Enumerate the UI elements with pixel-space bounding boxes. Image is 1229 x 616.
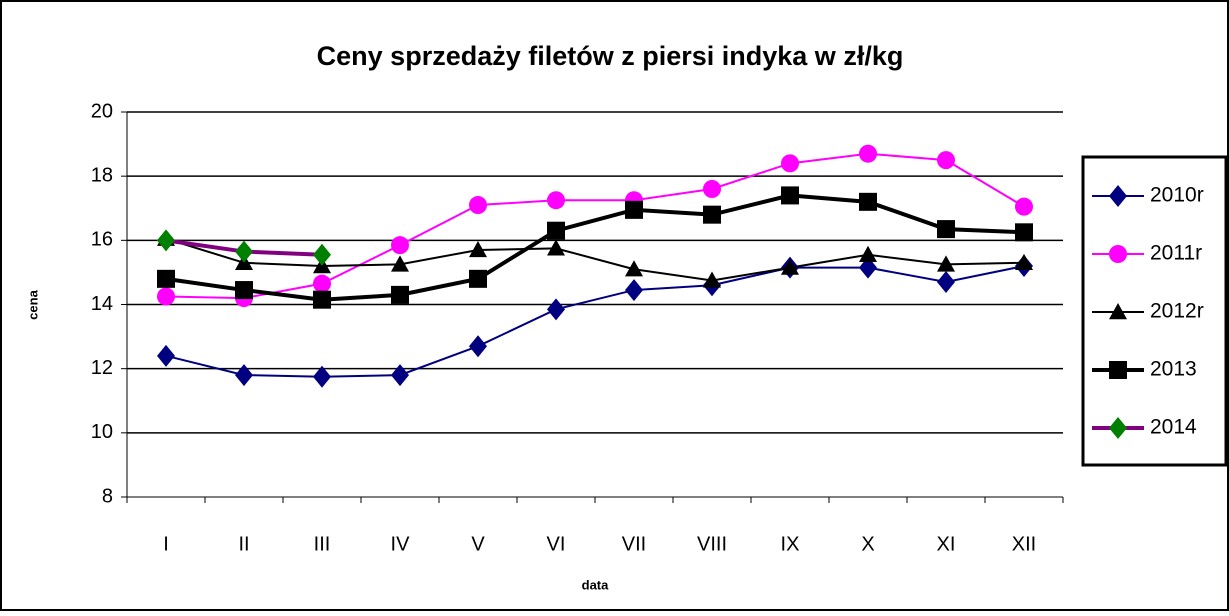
data-point xyxy=(781,258,799,275)
series-line xyxy=(165,265,1025,378)
data-point xyxy=(625,200,643,219)
data-point xyxy=(547,191,565,210)
data-point xyxy=(1015,197,1033,216)
data-point xyxy=(391,364,409,387)
x-tick-label: VI xyxy=(547,533,566,555)
data-point xyxy=(625,260,643,277)
data-point xyxy=(469,335,487,358)
data-point xyxy=(937,220,955,239)
data-point xyxy=(703,271,721,288)
data-point xyxy=(313,290,331,309)
x-tick-label: XI xyxy=(937,533,956,555)
data-point xyxy=(157,344,175,367)
data-point xyxy=(547,298,565,321)
marker xyxy=(1109,303,1127,320)
data-point xyxy=(703,205,721,224)
data-point xyxy=(703,180,721,198)
y-tick-label: 14 xyxy=(91,293,113,315)
legend-label: 2011r xyxy=(1150,242,1202,265)
data-point xyxy=(859,245,877,262)
chart-title: Ceny sprzedaży filetów z piersi indyka w… xyxy=(317,41,904,71)
x-tick-label: I xyxy=(163,533,169,555)
data-point xyxy=(235,240,253,263)
marker xyxy=(1109,245,1127,263)
data-point xyxy=(157,287,175,306)
marker xyxy=(1109,361,1127,379)
series-line xyxy=(165,237,1025,282)
data-point xyxy=(859,192,877,211)
data-point xyxy=(781,186,799,205)
data-point xyxy=(469,240,487,258)
x-tick-label: V xyxy=(471,533,485,555)
x-axis-title: data xyxy=(582,577,610,592)
y-tick-label: 10 xyxy=(91,421,113,443)
data-point xyxy=(547,221,565,240)
data-point xyxy=(157,229,175,252)
data-point xyxy=(391,255,409,272)
legend-label: 2010r xyxy=(1150,184,1204,207)
data-point xyxy=(157,269,175,288)
data-point xyxy=(391,285,409,304)
x-tick-label: XII xyxy=(1012,533,1036,555)
data-point xyxy=(313,274,331,293)
data-point xyxy=(859,256,877,279)
y-tick-label: 18 xyxy=(91,164,113,186)
marker xyxy=(1109,185,1127,207)
series-line xyxy=(165,193,1025,302)
y-tick-label: 8 xyxy=(102,485,113,507)
x-tick-label: III xyxy=(314,533,331,555)
data-point xyxy=(1015,223,1033,242)
data-point xyxy=(235,281,253,300)
marker xyxy=(1109,417,1127,439)
data-point xyxy=(781,154,799,173)
y-tick-label: 20 xyxy=(91,100,113,122)
data-point xyxy=(235,364,253,387)
data-point xyxy=(937,255,955,272)
y-axis-title: cena xyxy=(25,289,40,319)
x-tick-label: VIII xyxy=(697,533,727,555)
data-point xyxy=(1015,253,1033,270)
series-line xyxy=(165,152,1025,300)
data-point xyxy=(469,196,487,215)
data-point xyxy=(937,151,955,170)
data-point xyxy=(937,271,955,294)
data-point xyxy=(313,365,331,388)
data-point xyxy=(859,144,877,163)
data-point xyxy=(547,239,565,256)
legend-label: 2012r xyxy=(1150,300,1204,323)
x-tick-label: X xyxy=(861,533,874,555)
x-tick-label: IV xyxy=(391,533,411,555)
data-point xyxy=(391,236,409,255)
legend-label: 2014 xyxy=(1150,416,1197,439)
x-tick-label: II xyxy=(238,533,249,555)
data-point xyxy=(625,279,643,302)
y-tick-label: 16 xyxy=(91,229,113,251)
x-tick-label: VII xyxy=(622,533,646,555)
data-point xyxy=(313,243,331,266)
data-point xyxy=(469,269,487,288)
x-tick-label: IX xyxy=(781,533,800,555)
y-tick-label: 12 xyxy=(91,357,113,379)
legend-label: 2013 xyxy=(1150,358,1197,381)
